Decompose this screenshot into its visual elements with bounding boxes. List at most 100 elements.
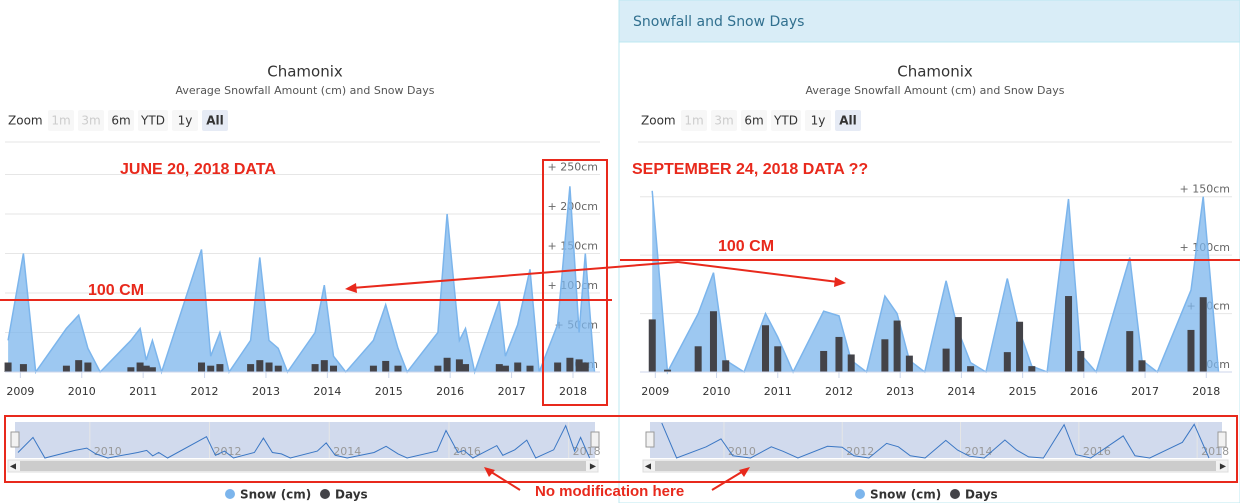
zoom-button[interactable] [681,110,707,131]
scrollbar-thumb[interactable] [655,461,1216,471]
bar [967,366,975,372]
zoom-button-label: 1y [811,114,826,128]
bar [774,346,782,372]
bar [1065,296,1073,372]
highlight-box [542,159,608,406]
bar [762,325,770,372]
zoom-button[interactable] [138,110,168,131]
panel-header [618,0,1240,43]
bar [136,362,144,372]
zoom-button-label: 3m [714,114,733,128]
scrollbar-thumb[interactable] [20,461,586,471]
bar [216,364,224,372]
navigator-line [661,422,1210,459]
zoom-button[interactable] [805,110,831,131]
arrow-head [834,277,846,287]
zoom-button-label: 1y [178,114,193,128]
zoom-button-label: 1m [51,114,70,128]
navigator-handle[interactable] [10,431,20,448]
bar [1138,360,1146,372]
bar [443,357,451,372]
bar [581,362,589,372]
navigator-tick-label: 2010 [728,445,756,458]
zoom-button[interactable] [711,110,737,131]
legend-label[interactable]: Snow (cm) [870,488,941,502]
bar [847,354,855,372]
bar [1187,329,1195,372]
zoom-button-label: 6m [744,114,763,128]
scrollbar-arrow: ▶ [590,462,597,471]
bar [554,362,562,372]
navigator-mask [15,422,595,458]
navigator-handle[interactable] [645,431,655,448]
bar [1003,352,1011,372]
bar [664,369,672,372]
y-tick-label: + 200cm [548,200,598,213]
bar [881,339,889,372]
zoom-button[interactable] [48,110,74,131]
y-tick-label: + 150cm [1180,183,1230,196]
annotations: JUNE 20, 2018 DATA SEPTEMBER 24, 2018 DA… [0,159,1240,500]
bar [394,365,402,372]
bar [4,362,12,372]
navigator-handle[interactable] [1217,431,1227,448]
legend-marker[interactable] [320,489,330,499]
x-tick-label: 2010 [68,385,96,398]
area-fill [8,186,595,372]
x-tick-label: 2012 [825,385,853,398]
navigator-handle[interactable] [590,431,600,448]
bar [1126,331,1134,372]
bar [942,348,950,372]
bar [893,320,901,372]
bar [311,364,319,372]
legend-marker[interactable] [225,489,235,499]
zoom-button[interactable] [835,110,861,131]
chart-title: Chamonix [897,63,973,81]
x-tick-label: 2016 [1070,385,1098,398]
zoom-button[interactable] [202,110,228,131]
navigator-tick-label: 2014 [965,445,993,458]
bar [1199,297,1207,372]
bar [835,336,843,372]
legend-marker[interactable] [950,489,960,499]
navigator-tick-label: 2012 [846,445,874,458]
x-tick-label: 2009 [641,385,669,398]
legend-label[interactable]: Snow (cm) [240,488,311,502]
zoom-button[interactable] [741,110,767,131]
zoom-button[interactable] [78,110,104,131]
bar [526,365,534,372]
bar [820,350,828,372]
bar [514,362,522,372]
bar [501,365,509,372]
x-tick-label: 2012 [191,385,219,398]
navigator-tick-label: 2016 [453,445,481,458]
bar [19,364,27,372]
bar [1028,366,1036,372]
highlight-box [4,415,1238,483]
zoom-button[interactable] [172,110,198,131]
arrow-head [484,467,495,477]
area-line [7,186,596,375]
x-tick-label: 2017 [1131,385,1159,398]
legend-label[interactable]: Days [965,488,998,502]
zoom-button[interactable] [108,110,134,131]
legend-label[interactable]: Days [335,488,368,502]
arrow-head [739,467,750,477]
legend-marker[interactable] [855,489,865,499]
scrollbar-arrow: ◀ [10,462,17,471]
bar [75,360,83,372]
bar [648,319,656,372]
scrollbar-arrow: ▶ [1220,462,1227,471]
navigator-mask [650,422,1222,458]
area-fill [652,190,1219,372]
zoom-button[interactable] [771,110,801,131]
bar [369,365,377,372]
arrow-head [345,283,357,293]
bar [320,360,328,372]
chart-title: Chamonix [267,63,343,81]
chart-subtitle: Average Snowfall Amount (cm) and Snow Da… [806,84,1065,97]
bar [694,346,702,372]
scrollbar-arrow: ◀ [645,462,652,471]
bar [142,365,150,372]
x-tick-label: 2011 [129,385,157,398]
